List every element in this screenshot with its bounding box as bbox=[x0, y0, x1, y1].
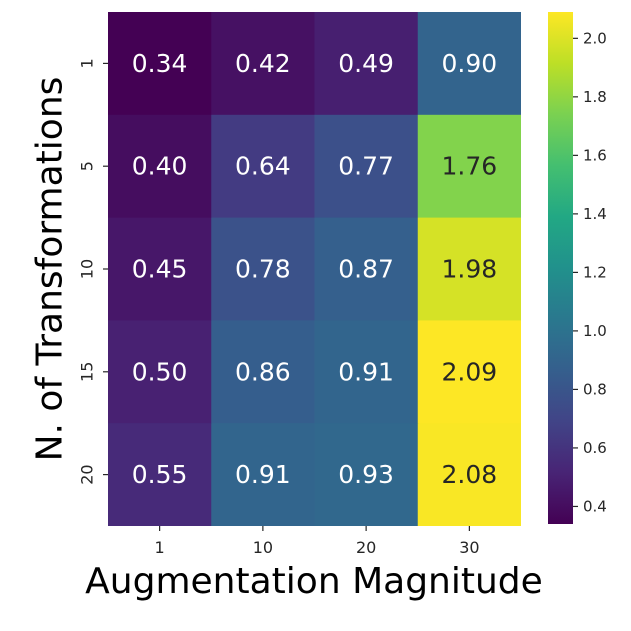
y-tick-label: 20 bbox=[78, 464, 97, 484]
cell-value-label: 0.90 bbox=[442, 49, 498, 78]
colorbar-tick-label: 0.8 bbox=[583, 380, 607, 398]
cell-value-label: 2.08 bbox=[442, 460, 498, 489]
y-axis-label: N. of Transformations bbox=[30, 77, 71, 462]
y-tick-label: 5 bbox=[78, 161, 97, 171]
colorbar-tick-label: 1.6 bbox=[583, 146, 607, 164]
colorbar-tick-label: 1.4 bbox=[583, 205, 607, 223]
colorbar-tick-label: 1.0 bbox=[583, 322, 607, 340]
cell-value-label: 0.91 bbox=[235, 460, 291, 489]
y-tick-label: 10 bbox=[78, 259, 97, 279]
colorbar-tick-label: 0.4 bbox=[583, 497, 607, 515]
colorbar-tick-label: 1.2 bbox=[583, 263, 607, 281]
cell-value-label: 0.86 bbox=[235, 357, 291, 386]
colorbar-tick-label: 0.6 bbox=[583, 439, 607, 457]
cell-value-label: 0.45 bbox=[132, 255, 188, 284]
colorbar-tick-label: 1.8 bbox=[583, 88, 607, 106]
cell-value-label: 0.34 bbox=[132, 49, 188, 78]
cell-value-label: 0.87 bbox=[338, 255, 394, 284]
colorbar-gradient bbox=[548, 12, 573, 524]
cell-value-label: 0.50 bbox=[132, 357, 188, 386]
colorbar-ticks: 2.0 1.8 1.6 1.4 1.2 1.0 0.8 0.6 0.4 bbox=[573, 29, 607, 515]
cell-value-label: 2.09 bbox=[442, 357, 498, 386]
x-tick-label: 30 bbox=[459, 538, 479, 557]
y-tick-label: 15 bbox=[78, 362, 97, 382]
cell-value-label: 1.98 bbox=[442, 255, 498, 284]
colorbar: 2.0 1.8 1.6 1.4 1.2 1.0 0.8 0.6 0.4 bbox=[548, 12, 607, 524]
cell-value-label: 0.77 bbox=[338, 152, 394, 181]
cell-value-label: 0.49 bbox=[338, 49, 394, 78]
y-tick-label: 1 bbox=[78, 58, 97, 68]
cell-value-label: 0.91 bbox=[338, 357, 394, 386]
colorbar-tick-label: 2.0 bbox=[583, 29, 607, 47]
cell-value-label: 0.64 bbox=[235, 152, 291, 181]
cell-value-label: 0.42 bbox=[235, 49, 291, 78]
cell-value-label: 0.93 bbox=[338, 460, 394, 489]
cell-value-label: 0.78 bbox=[235, 255, 291, 284]
x-axis-label: Augmentation Magnitude bbox=[85, 561, 543, 602]
cell-value-label: 0.40 bbox=[132, 152, 188, 181]
x-tick-label: 10 bbox=[253, 538, 273, 557]
cell-value-label: 1.76 bbox=[442, 152, 498, 181]
cell-value-label: 0.55 bbox=[132, 460, 188, 489]
x-axis-ticks: 1 10 20 30 bbox=[155, 526, 480, 557]
x-tick-label: 1 bbox=[155, 538, 165, 557]
x-tick-label: 20 bbox=[356, 538, 376, 557]
